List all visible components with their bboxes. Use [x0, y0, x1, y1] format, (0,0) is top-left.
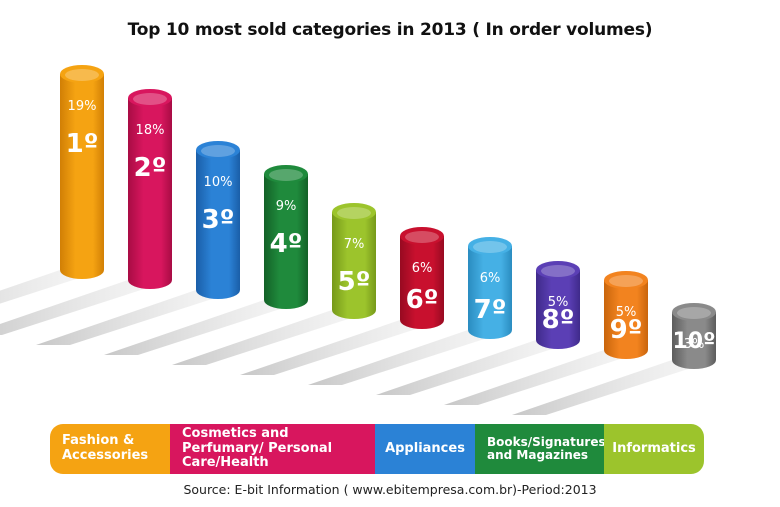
percent-label: 5%: [616, 305, 637, 320]
percent-label: 6%: [480, 271, 501, 286]
cylinder-body: [400, 236, 444, 329]
cylinder-body: [604, 280, 648, 359]
cylinder-shadow: [308, 330, 512, 385]
rank-label: 2º: [134, 153, 167, 183]
cylinder-bar-1: 19% 1º: [60, 65, 104, 279]
cylinder-bar-5: 7% 5º: [332, 203, 376, 319]
cylinder-shadow: [512, 360, 716, 415]
cylinder-bar-8: 5%8º: [536, 261, 580, 349]
cylinder-top-highlight: [133, 93, 167, 105]
cylinder-top-highlight: [473, 241, 507, 253]
rank-label: 9º: [610, 315, 643, 345]
cylinder-top: [604, 271, 648, 289]
percent-label: 18%: [136, 123, 165, 138]
cylinder-shadow: [104, 300, 308, 355]
rank-label: 4º: [270, 229, 303, 259]
cylinder-body: [468, 246, 512, 339]
cylinder-shadows: [0, 270, 716, 415]
cylinder-bar-4: 9% 4º: [264, 165, 308, 309]
cylinder-top: [400, 227, 444, 245]
cylinder-bar-10: 3%10º: [672, 303, 716, 369]
cylinder-bar-9: 5%9º: [604, 271, 648, 359]
cylinder-shadow: [0, 280, 172, 335]
legend-informatics: Informatics: [604, 424, 704, 474]
cylinder-top-highlight: [201, 145, 235, 157]
cylinder-top: [332, 203, 376, 221]
percent-label: 6%: [412, 261, 433, 276]
rank-label: 3º: [202, 205, 235, 235]
cylinder-top: [128, 89, 172, 107]
cylinder-top-highlight: [269, 169, 303, 181]
cylinder-bar-7: 6% 7º: [468, 237, 512, 339]
cylinder-top-highlight: [337, 207, 371, 219]
source-note: Source: E-bit Information ( www.ebitempr…: [183, 482, 597, 497]
cylinder-top: [60, 65, 104, 83]
legend-cosmetics-perfumary: Cosmetics and Perfumary/ Personal Care/H…: [170, 424, 375, 474]
cylinder-body: [536, 270, 580, 349]
cylinder-body: [332, 212, 376, 319]
rank-label: 7º: [474, 295, 507, 325]
legend-books-magazines: Books/Signatures and Magazines: [475, 424, 606, 474]
cylinder-body: [672, 312, 716, 369]
cylinder-top: [468, 237, 512, 255]
cylinder-top-highlight: [541, 265, 575, 277]
cylinder-shadow: [36, 290, 240, 345]
cylinder-bar-2: 18% 2º: [128, 89, 172, 289]
cylinder-top-highlight: [65, 69, 99, 81]
cylinder-bar-3: 10% 3º: [196, 141, 240, 299]
cylinder-bar-6: 6% 6º: [400, 227, 444, 329]
cylinder-top: [536, 261, 580, 279]
cylinder-body: [196, 150, 240, 299]
rank-label: 10º: [672, 329, 715, 354]
cylinder-body: [60, 74, 104, 279]
cylinder-shadow: [0, 270, 104, 304]
legend-fashion-accessories: Fashion & Accessories: [50, 424, 170, 474]
cylinder-top-highlight: [677, 307, 711, 319]
cylinder-top-highlight: [405, 231, 439, 243]
cylinder-top: [672, 303, 716, 321]
cylinders: 19%1º 18%2º 10%3º 9%4º 7%5º 6%6º6%7º 5%8º 5%9º 3…: [60, 65, 716, 369]
cylinder-body: [128, 98, 172, 289]
cylinder-top: [196, 141, 240, 159]
rank-label: 8º: [542, 305, 575, 335]
cylinder-shadow: [240, 320, 444, 375]
cylinder-shadow: [172, 310, 376, 365]
percent-label: 19%: [68, 99, 97, 114]
chart-title: Top 10 most sold categories in 2013 ( In…: [127, 20, 653, 40]
percent-label: 7%: [344, 237, 365, 252]
rank-label: 5º: [338, 267, 371, 297]
percent-label: 10%: [204, 175, 233, 190]
rank-label: 6º: [406, 285, 439, 315]
cylinder-shadow: [444, 350, 648, 405]
rank-label: 1º: [66, 129, 99, 159]
cylinder-top-highlight: [609, 275, 643, 287]
category-legend-bar: Fashion & Accessories Cosmetics and Perf…: [50, 424, 704, 474]
percent-label: 9%: [276, 199, 297, 214]
percent-label: 5%: [548, 295, 569, 310]
percent-label: 3%: [684, 337, 705, 352]
cylinder-top: [264, 165, 308, 183]
cylinder-body: [264, 174, 308, 309]
cylinder-shadow: [376, 340, 580, 395]
legend-appliances: Appliances: [375, 424, 475, 474]
